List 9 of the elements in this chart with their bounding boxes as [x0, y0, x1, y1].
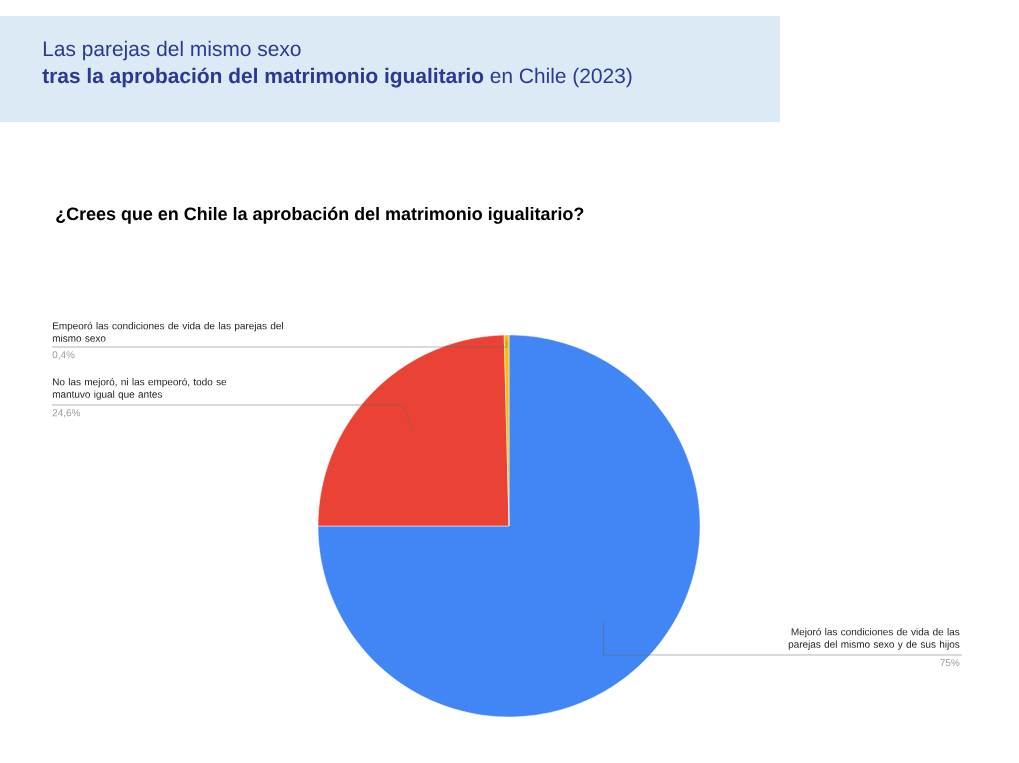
text: ¿Crees que en Chile la aprobación del matrimonio igualitario? — [56, 206, 584, 224]
data-label: 75% — [940, 659, 960, 667]
data-label: 0,4% — [52, 351, 75, 360]
chart-subtitle: tras la aprobación del matrimonio igualitario en Chile (2023) — [42, 67, 632, 88]
slice-label: Empeoró las condiciones de vida de las parejas del mismo sexo — [52, 321, 283, 342]
slice-label: No las mejoró, ni las empeoró, todo se mantuvo igual que antes — [52, 377, 227, 400]
data-label: 24,6% — [52, 409, 81, 418]
slice-label: Mejoró las condiciones de vida de las parejas del mismo sexo y de sus hijos — [788, 627, 960, 650]
chart-title: Las parejas del mismo sexo — [43, 40, 301, 61]
